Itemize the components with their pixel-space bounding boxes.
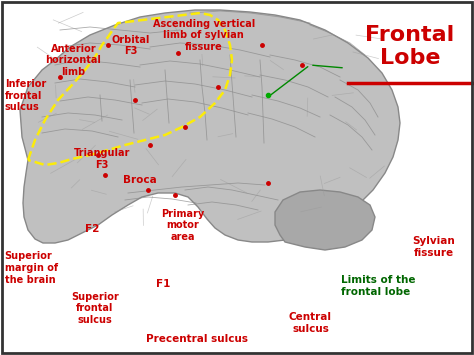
Text: Central
sulcus: Central sulcus bbox=[289, 312, 332, 334]
Text: Limits of the
frontal lobe: Limits of the frontal lobe bbox=[341, 275, 416, 296]
Text: Frontal
Lobe: Frontal Lobe bbox=[365, 24, 455, 68]
Text: Triangular
F3: Triangular F3 bbox=[74, 148, 130, 170]
Text: F1: F1 bbox=[156, 279, 171, 289]
Text: Primary
motor
area: Primary motor area bbox=[161, 209, 204, 242]
Text: Inferior
frontal
sulcus: Inferior frontal sulcus bbox=[5, 79, 46, 113]
PathPatch shape bbox=[20, 10, 400, 243]
Text: Orbital
F3: Orbital F3 bbox=[111, 35, 149, 56]
Bar bbox=[345, 250, 467, 345]
Text: Sylvian
fissure: Sylvian fissure bbox=[412, 236, 455, 257]
Text: Ascending vertical
limb of sylvian
fissure: Ascending vertical limb of sylvian fissu… bbox=[153, 19, 255, 52]
Text: Superior
margin of
the brain: Superior margin of the brain bbox=[5, 251, 58, 285]
Text: Precentral sulcus: Precentral sulcus bbox=[146, 334, 248, 344]
Text: F2: F2 bbox=[85, 224, 100, 234]
PathPatch shape bbox=[275, 190, 375, 250]
Text: Anterior
horizontal
limb: Anterior horizontal limb bbox=[46, 44, 101, 77]
Text: Broca: Broca bbox=[123, 175, 157, 185]
Text: Superior
frontal
sulcus: Superior frontal sulcus bbox=[71, 291, 118, 325]
